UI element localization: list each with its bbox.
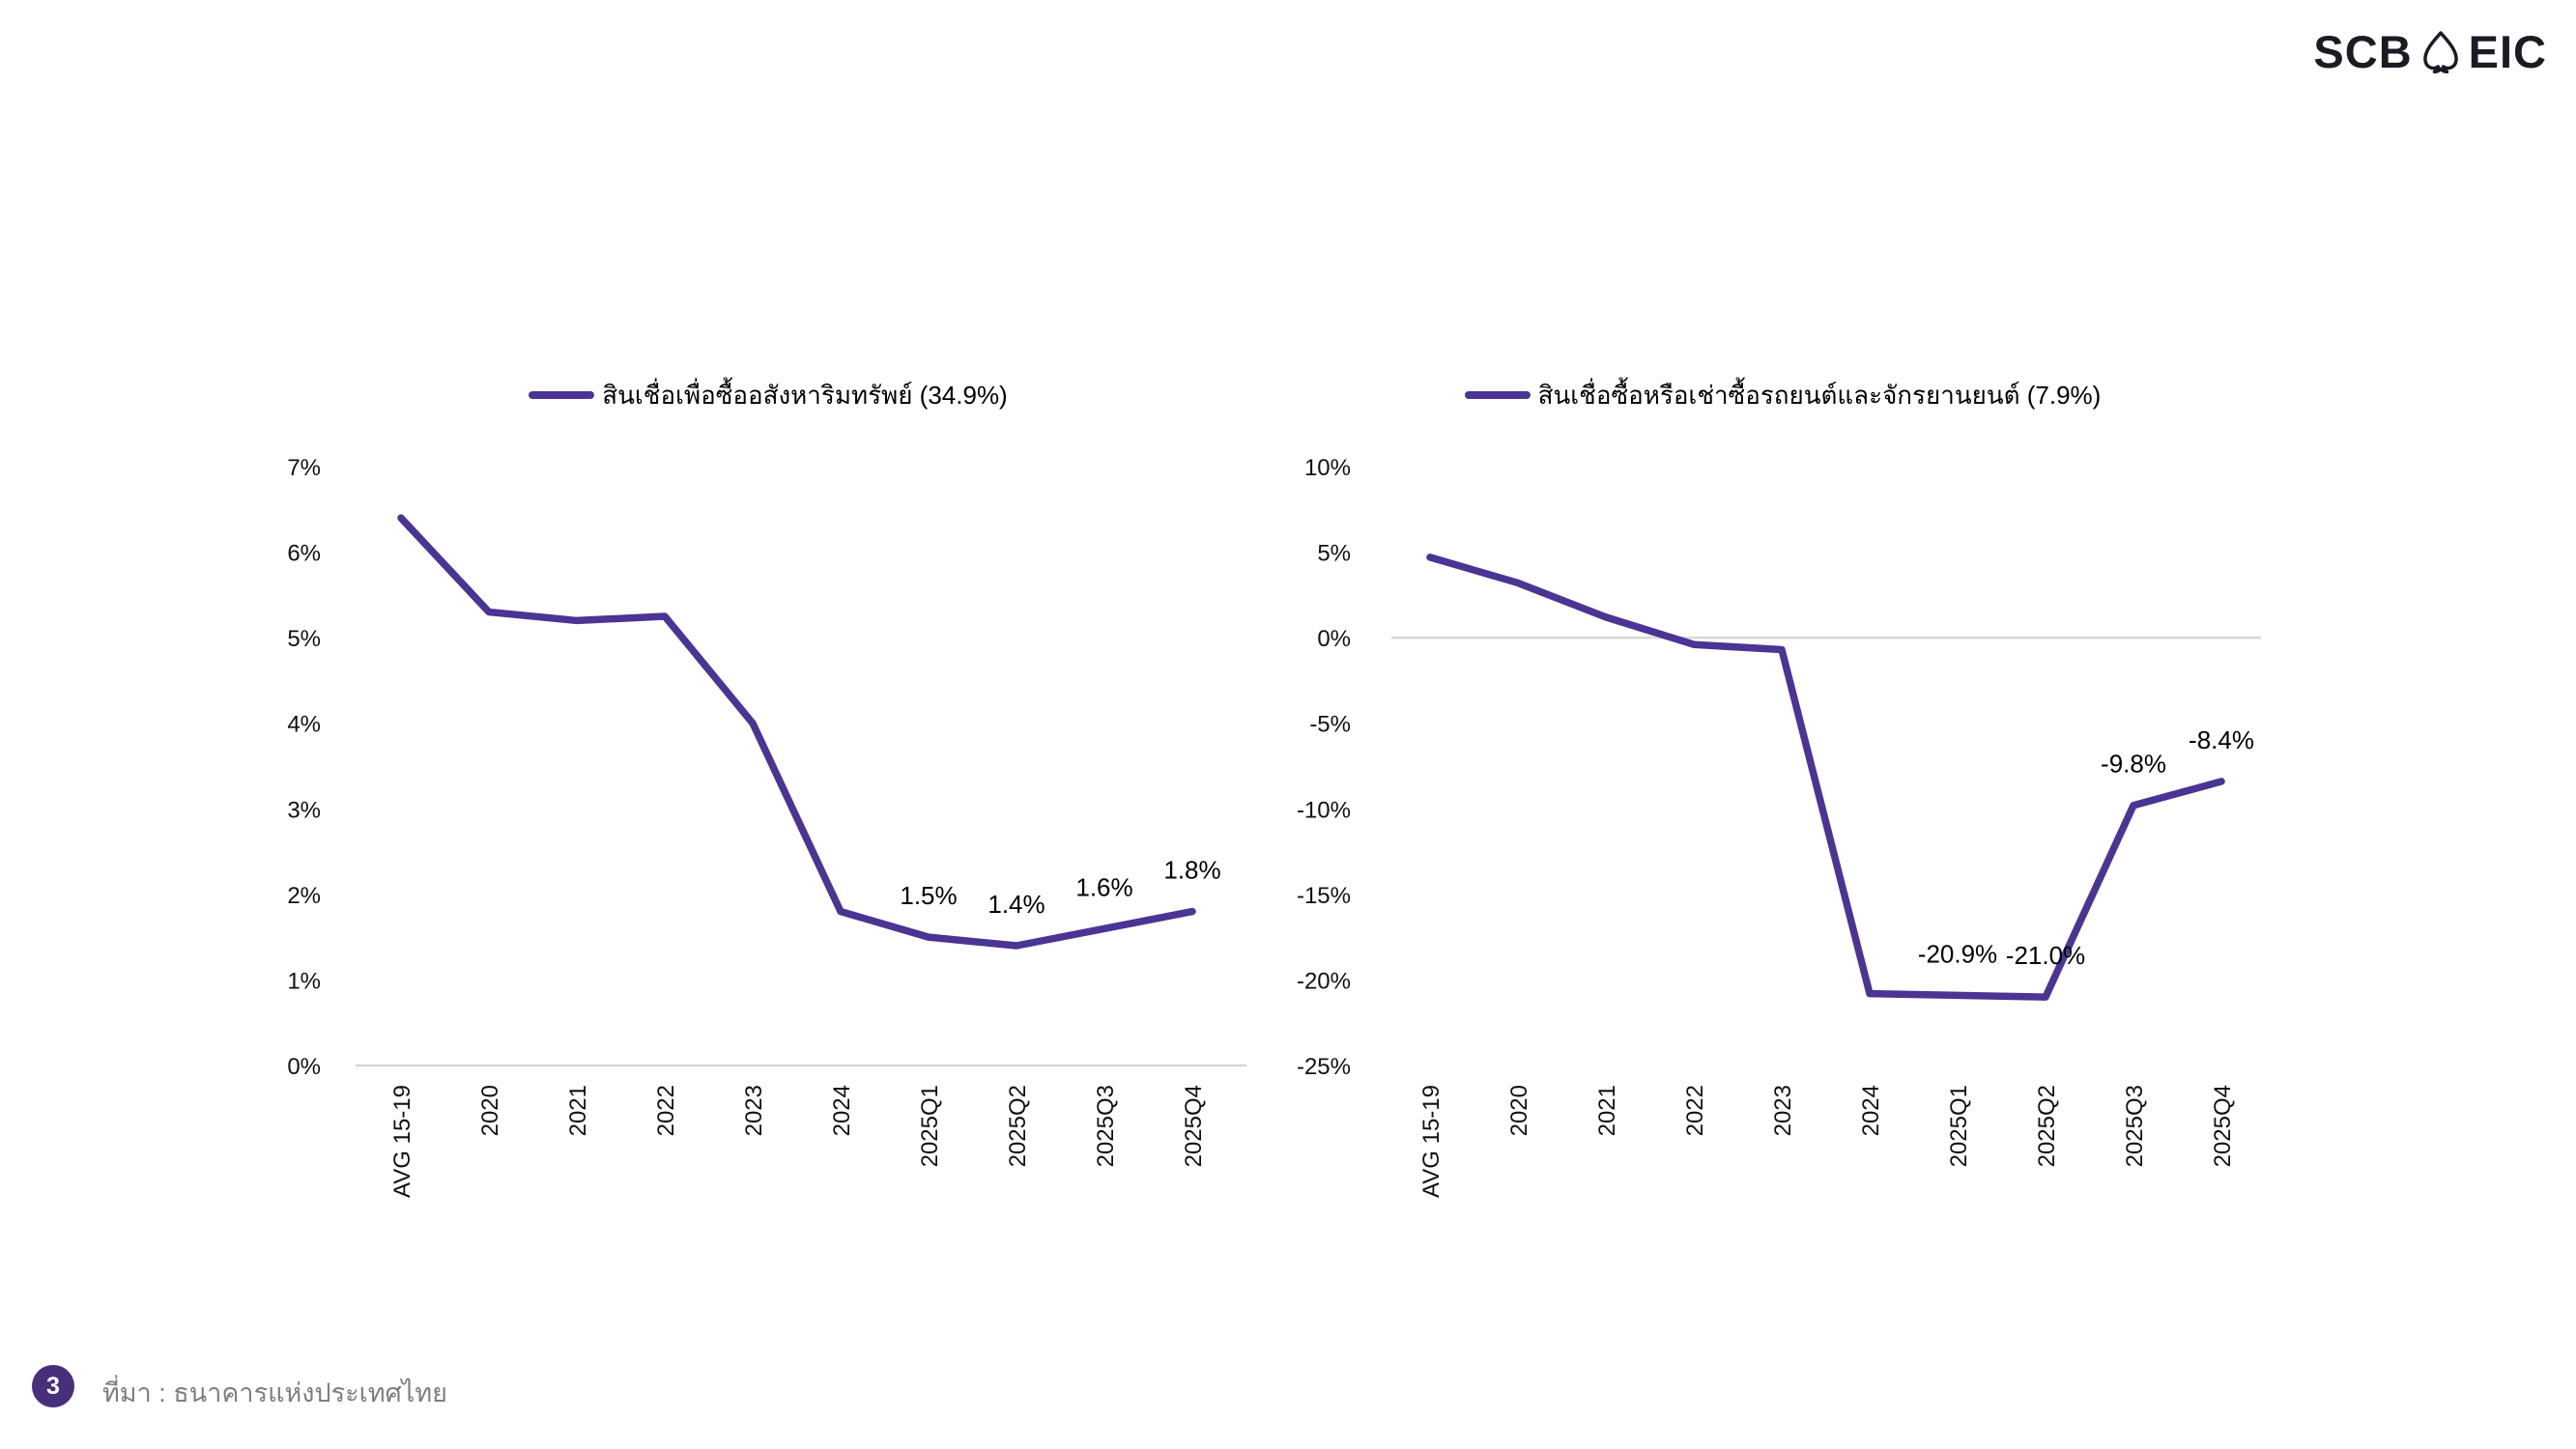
legend: สินเชื่อซื้อหรือเช่าซื้อรถยนต์และจักรยาน… [1285, 375, 2280, 415]
x-tick-label: 2025Q1 [917, 1085, 943, 1167]
logo-text-eic: EIC [2468, 26, 2547, 77]
x-tick-label: 2022 [653, 1085, 679, 1136]
x-tick-label: 2025Q1 [1946, 1085, 1972, 1167]
y-tick-label: -10% [1297, 797, 1351, 823]
y-tick-label: -5% [1309, 712, 1351, 738]
data-point-label: 1.8% [1163, 856, 1220, 885]
x-tick-label: 2021 [565, 1085, 591, 1136]
y-tick-label: 1% [287, 968, 321, 994]
x-tick-label: 2025Q3 [2122, 1085, 2148, 1167]
y-tick-label: 0% [1317, 626, 1351, 652]
x-tick-label: 2020 [477, 1085, 503, 1136]
data-line [397, 514, 1196, 950]
data-point-label: -9.8% [2101, 750, 2166, 779]
data-point-label: 1.4% [987, 890, 1045, 919]
auto-loan-chart: สินเชื่อซื้อหรือเช่าซื้อรถยนต์และจักรยาน… [1285, 375, 2280, 1249]
legend-label: สินเชื่อซื้อหรือเช่าซื้อรถยนต์และจักรยาน… [1537, 381, 2102, 410]
x-tick-label: 2023 [1770, 1085, 1796, 1136]
logo-text-scb: SCB [2313, 26, 2413, 77]
chart-svg-auto: 10% 5% 0% -5% -10% -15% -20% -25% -20.9% -21.0% -9… [1297, 455, 2261, 1198]
x-tick-label: 2020 [1506, 1085, 1532, 1136]
x-tick-label: 2024 [1858, 1085, 1884, 1136]
mortgage-loan-chart: สินเชื่อเพื่อซื้ออสังหาริมทรัพย์ (34.9%)… [271, 375, 1266, 1249]
data-point-label: 1.5% [900, 881, 957, 910]
chart-svg-mortgage: 7% 6% 5% 4% 3% 2% 1% 0% 1.5% 1.4% 1.6% 1.8% AVG 15-1… [287, 455, 1246, 1198]
x-tick-label: 2024 [829, 1085, 855, 1136]
x-tick-label: 2022 [1682, 1085, 1708, 1136]
y-tick-label: 0% [287, 1054, 321, 1080]
data-point-label: -20.9% [1918, 939, 1997, 968]
y-tick-label: 2% [287, 883, 321, 909]
y-tick-label: -15% [1297, 883, 1351, 909]
scb-eic-logo: SCB EIC [2313, 25, 2547, 78]
y-tick-label: 5% [287, 626, 321, 652]
legend-line-swatch [529, 391, 595, 399]
legend-line-swatch [1464, 391, 1531, 399]
bodhi-leaf-icon [2422, 30, 2458, 73]
y-tick-label: 10% [1304, 455, 1351, 481]
x-tick-label: AVG 15-19 [389, 1085, 415, 1198]
data-line [1426, 554, 2225, 1001]
x-tick-label: 2025Q4 [2210, 1085, 2236, 1167]
x-tick-label: 2025Q4 [1181, 1085, 1207, 1167]
data-point-label: 1.6% [1075, 872, 1132, 901]
y-tick-label: 5% [1317, 541, 1351, 567]
data-point-label: -8.4% [2189, 725, 2254, 754]
source-text: ที่มา : ธนาคารแห่งประเทศไทย [102, 1378, 447, 1407]
y-tick-label: -20% [1297, 968, 1351, 994]
x-tick-label: 2021 [1594, 1085, 1620, 1136]
x-tick-label: 2025Q2 [2034, 1085, 2060, 1167]
legend: สินเชื่อเพื่อซื้ออสังหาริมทรัพย์ (34.9%) [271, 375, 1266, 415]
legend-label: สินเชื่อเพื่อซื้ออสังหาริมทรัพย์ (34.9%) [602, 381, 1008, 410]
y-tick-label: 4% [287, 712, 321, 738]
y-tick-label: 3% [287, 797, 321, 823]
page-number-badge: 3 [32, 1365, 74, 1407]
data-point-label: -21.0% [2006, 941, 2085, 970]
x-tick-label: 2025Q3 [1093, 1085, 1119, 1167]
x-tick-label: 2023 [741, 1085, 767, 1136]
y-tick-label: 6% [287, 541, 321, 567]
y-tick-label: -25% [1297, 1054, 1351, 1080]
x-tick-label: AVG 15-19 [1418, 1085, 1445, 1198]
y-tick-label: 7% [287, 455, 321, 481]
x-tick-label: 2025Q2 [1005, 1085, 1031, 1167]
